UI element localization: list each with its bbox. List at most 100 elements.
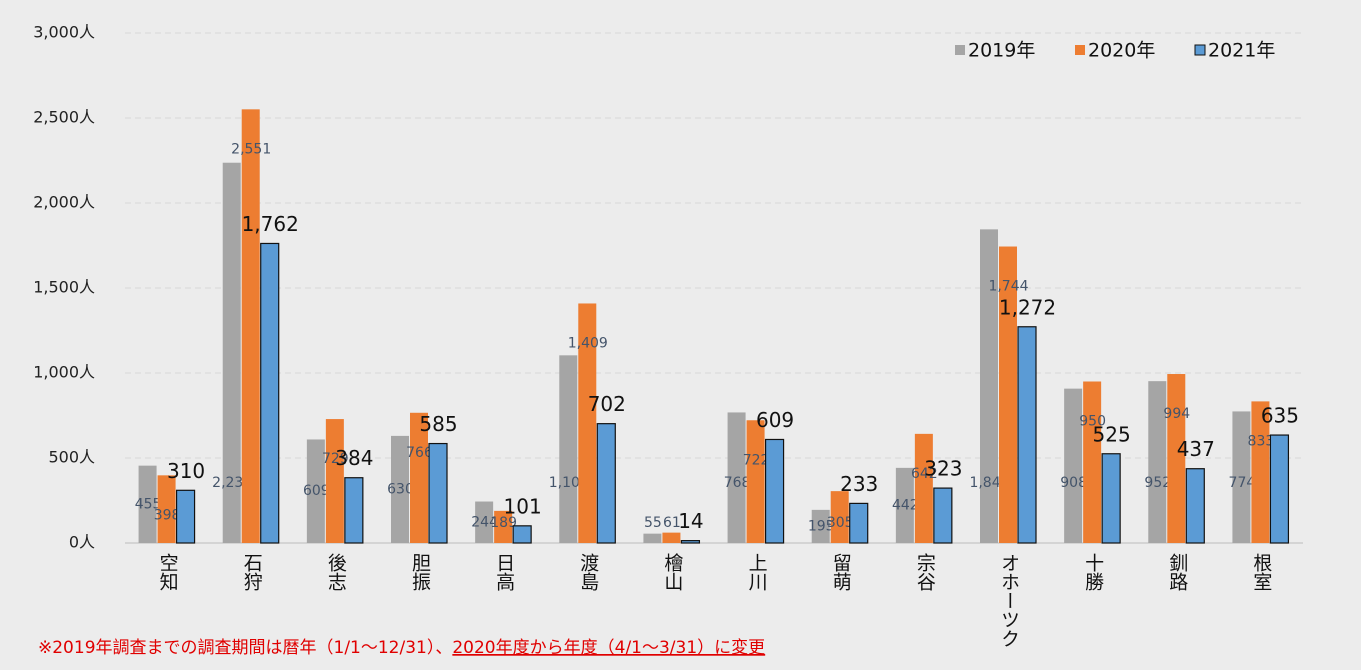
bar bbox=[1017, 326, 1037, 544]
y-tick-label: 0人 bbox=[69, 533, 95, 552]
legend-swatch bbox=[1194, 44, 1206, 56]
bar bbox=[999, 246, 1017, 543]
bar bbox=[662, 532, 681, 543]
bar bbox=[391, 435, 409, 543]
y-tick-label: 500人 bbox=[48, 448, 95, 467]
y-tick-label: 1,500人 bbox=[33, 278, 95, 297]
x-tick-label: 空知 bbox=[157, 553, 179, 591]
y-tick-label: 2,500人 bbox=[33, 108, 95, 127]
bar bbox=[830, 491, 849, 543]
bar bbox=[559, 355, 578, 543]
y-tick-label: 2,000人 bbox=[33, 193, 95, 212]
value-label: 702 bbox=[588, 392, 626, 416]
value-label: 455 bbox=[135, 496, 162, 512]
value-label: 722 bbox=[743, 452, 770, 468]
bar bbox=[344, 477, 364, 544]
value-label: 437 bbox=[1177, 437, 1215, 461]
bar bbox=[578, 303, 597, 543]
bar bbox=[980, 229, 998, 543]
bar bbox=[643, 533, 662, 543]
bar bbox=[1064, 388, 1083, 543]
legend-swatch bbox=[955, 45, 965, 55]
x-tick-label: 留萌 bbox=[830, 553, 852, 591]
bar bbox=[764, 438, 785, 544]
value-label: 630 bbox=[387, 481, 414, 497]
x-tick-label: 宗谷 bbox=[914, 553, 936, 591]
value-label: 766 bbox=[406, 445, 433, 461]
value-label: 442 bbox=[892, 497, 919, 513]
value-label: 729 bbox=[322, 451, 349, 467]
value-label: 1,409 bbox=[568, 335, 608, 351]
legend-label: 2020年 bbox=[1088, 40, 1155, 62]
bar bbox=[138, 465, 157, 543]
bar bbox=[596, 423, 616, 544]
value-label: 833 bbox=[1248, 433, 1275, 449]
x-tick-label: オホーツク bbox=[998, 553, 1020, 648]
value-label: 950 bbox=[1079, 414, 1106, 430]
value-label: 1,762 bbox=[242, 212, 299, 236]
bar bbox=[914, 433, 933, 543]
bar bbox=[1251, 401, 1270, 543]
value-label: 310 bbox=[167, 459, 205, 483]
value-label: 952 bbox=[1144, 475, 1171, 491]
value-label: 635 bbox=[1261, 404, 1299, 428]
value-label: 2,551 bbox=[231, 141, 271, 157]
bar bbox=[494, 510, 513, 543]
value-label: 14 bbox=[678, 509, 703, 533]
value-label: 908 bbox=[1060, 475, 1087, 491]
bar bbox=[512, 525, 532, 544]
x-tick-label: 日高 bbox=[493, 553, 515, 591]
bar bbox=[475, 501, 494, 543]
bar bbox=[222, 162, 241, 543]
value-label: 233 bbox=[840, 472, 878, 496]
value-label: 305 bbox=[827, 515, 854, 531]
value-label: 195 bbox=[808, 518, 835, 534]
bar bbox=[811, 509, 830, 543]
bar bbox=[849, 502, 869, 544]
legend-label: 2021年 bbox=[1208, 40, 1275, 62]
value-label: 642 bbox=[911, 466, 938, 482]
bar bbox=[175, 489, 196, 544]
bar bbox=[1083, 381, 1102, 543]
value-label: 398 bbox=[154, 507, 181, 523]
bar bbox=[727, 412, 746, 543]
bar bbox=[1167, 374, 1186, 543]
note-underlined: 2020年度から年度（4/1～3/31）に変更 bbox=[452, 638, 765, 658]
value-label: 774 bbox=[1229, 475, 1256, 491]
value-label: 609 bbox=[756, 408, 794, 432]
bar bbox=[680, 540, 701, 544]
bar bbox=[1185, 468, 1205, 544]
value-label: 525 bbox=[1093, 422, 1131, 446]
x-tick-label: 釧路 bbox=[1166, 553, 1188, 591]
x-tick-label: 檜山 bbox=[661, 552, 683, 591]
value-label: 768 bbox=[724, 475, 751, 491]
value-label: 994 bbox=[1163, 406, 1190, 422]
legend-label: 2019年 bbox=[968, 40, 1035, 62]
value-label: 609 bbox=[303, 483, 330, 499]
x-tick-label: 根室 bbox=[1250, 553, 1272, 591]
value-label: 384 bbox=[335, 446, 373, 470]
value-label: 1,744 bbox=[988, 279, 1028, 295]
bar bbox=[428, 442, 448, 544]
value-label: 101 bbox=[504, 494, 542, 518]
x-tick-label: 渡島 bbox=[577, 553, 599, 592]
value-label: 189 bbox=[490, 515, 517, 531]
bar bbox=[410, 412, 428, 543]
bar bbox=[895, 467, 914, 543]
y-tick-label: 1,000人 bbox=[33, 363, 95, 382]
bar bbox=[325, 419, 344, 543]
bar bbox=[241, 109, 260, 543]
legend-swatch bbox=[1075, 45, 1085, 55]
bar bbox=[157, 475, 176, 543]
value-label: 323 bbox=[924, 457, 962, 481]
bar bbox=[933, 487, 953, 544]
bar bbox=[1101, 453, 1121, 544]
footnote: ※2019年調査までの調査期間は暦年（1/1～12/31）、2020年度から年度… bbox=[38, 638, 765, 658]
value-label: 244 bbox=[471, 514, 498, 530]
value-label: 61 bbox=[663, 515, 681, 531]
x-tick-label: 十勝 bbox=[1082, 553, 1104, 591]
y-tick-label: 3,000人 bbox=[33, 23, 95, 42]
value-label: 585 bbox=[419, 412, 457, 436]
bar bbox=[746, 420, 765, 543]
